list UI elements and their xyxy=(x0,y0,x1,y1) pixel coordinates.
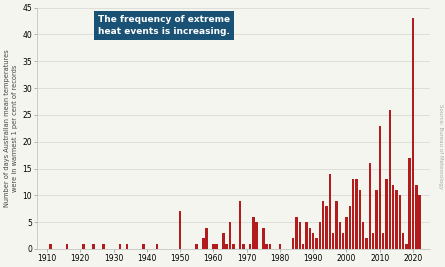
Bar xyxy=(206,227,208,249)
Bar xyxy=(142,244,145,249)
Bar xyxy=(392,184,394,249)
Bar xyxy=(339,222,341,249)
Bar xyxy=(262,227,264,249)
Bar xyxy=(332,233,335,249)
Bar xyxy=(242,244,245,249)
Bar xyxy=(66,244,68,249)
Bar xyxy=(215,244,218,249)
Bar xyxy=(279,244,281,249)
Bar xyxy=(322,201,324,249)
Bar xyxy=(312,233,315,249)
Bar xyxy=(309,227,311,249)
Bar xyxy=(379,126,381,249)
Bar xyxy=(125,244,128,249)
Bar xyxy=(155,244,158,249)
Bar xyxy=(402,233,405,249)
Bar xyxy=(385,179,388,249)
Bar xyxy=(269,244,271,249)
Bar xyxy=(359,190,361,249)
Bar xyxy=(265,244,268,249)
Bar xyxy=(355,179,358,249)
Bar xyxy=(82,244,85,249)
Bar xyxy=(418,195,421,249)
Bar xyxy=(368,163,371,249)
Bar xyxy=(319,222,321,249)
Bar xyxy=(352,179,354,249)
Bar xyxy=(395,190,398,249)
Bar xyxy=(179,211,181,249)
Bar xyxy=(232,244,235,249)
Bar xyxy=(412,18,414,249)
Bar xyxy=(212,244,214,249)
Bar xyxy=(195,244,198,249)
Bar xyxy=(388,109,391,249)
Text: The frequency of extreme
heat events is increasing.: The frequency of extreme heat events is … xyxy=(98,15,230,36)
Bar xyxy=(222,233,225,249)
Bar xyxy=(202,238,205,249)
Bar xyxy=(49,244,52,249)
Bar xyxy=(92,244,95,249)
Bar xyxy=(348,206,351,249)
Bar xyxy=(239,201,241,249)
Bar xyxy=(305,222,308,249)
Bar xyxy=(335,201,338,249)
Bar xyxy=(252,217,255,249)
Y-axis label: Number of days Australian mean temperatures
were in warmest 1 per cent of record: Number of days Australian mean temperatu… xyxy=(4,49,18,207)
Bar xyxy=(325,206,328,249)
Bar xyxy=(362,222,364,249)
Bar xyxy=(345,217,348,249)
Bar xyxy=(229,222,231,249)
Bar xyxy=(226,244,228,249)
Bar xyxy=(255,222,258,249)
Bar xyxy=(372,233,374,249)
Bar xyxy=(316,238,318,249)
Bar xyxy=(365,238,368,249)
Bar xyxy=(342,233,344,249)
Bar xyxy=(299,222,301,249)
Bar xyxy=(295,217,298,249)
Bar xyxy=(302,244,304,249)
Bar xyxy=(409,158,411,249)
Bar xyxy=(415,184,418,249)
Bar xyxy=(249,244,251,249)
Bar xyxy=(119,244,121,249)
Bar xyxy=(375,190,378,249)
Bar xyxy=(405,244,408,249)
Bar xyxy=(382,233,384,249)
Bar xyxy=(102,244,105,249)
Bar xyxy=(328,174,331,249)
Text: Source: Bureau of Meteorology: Source: Bureau of Meteorology xyxy=(438,104,443,189)
Bar xyxy=(292,238,295,249)
Bar xyxy=(399,195,401,249)
